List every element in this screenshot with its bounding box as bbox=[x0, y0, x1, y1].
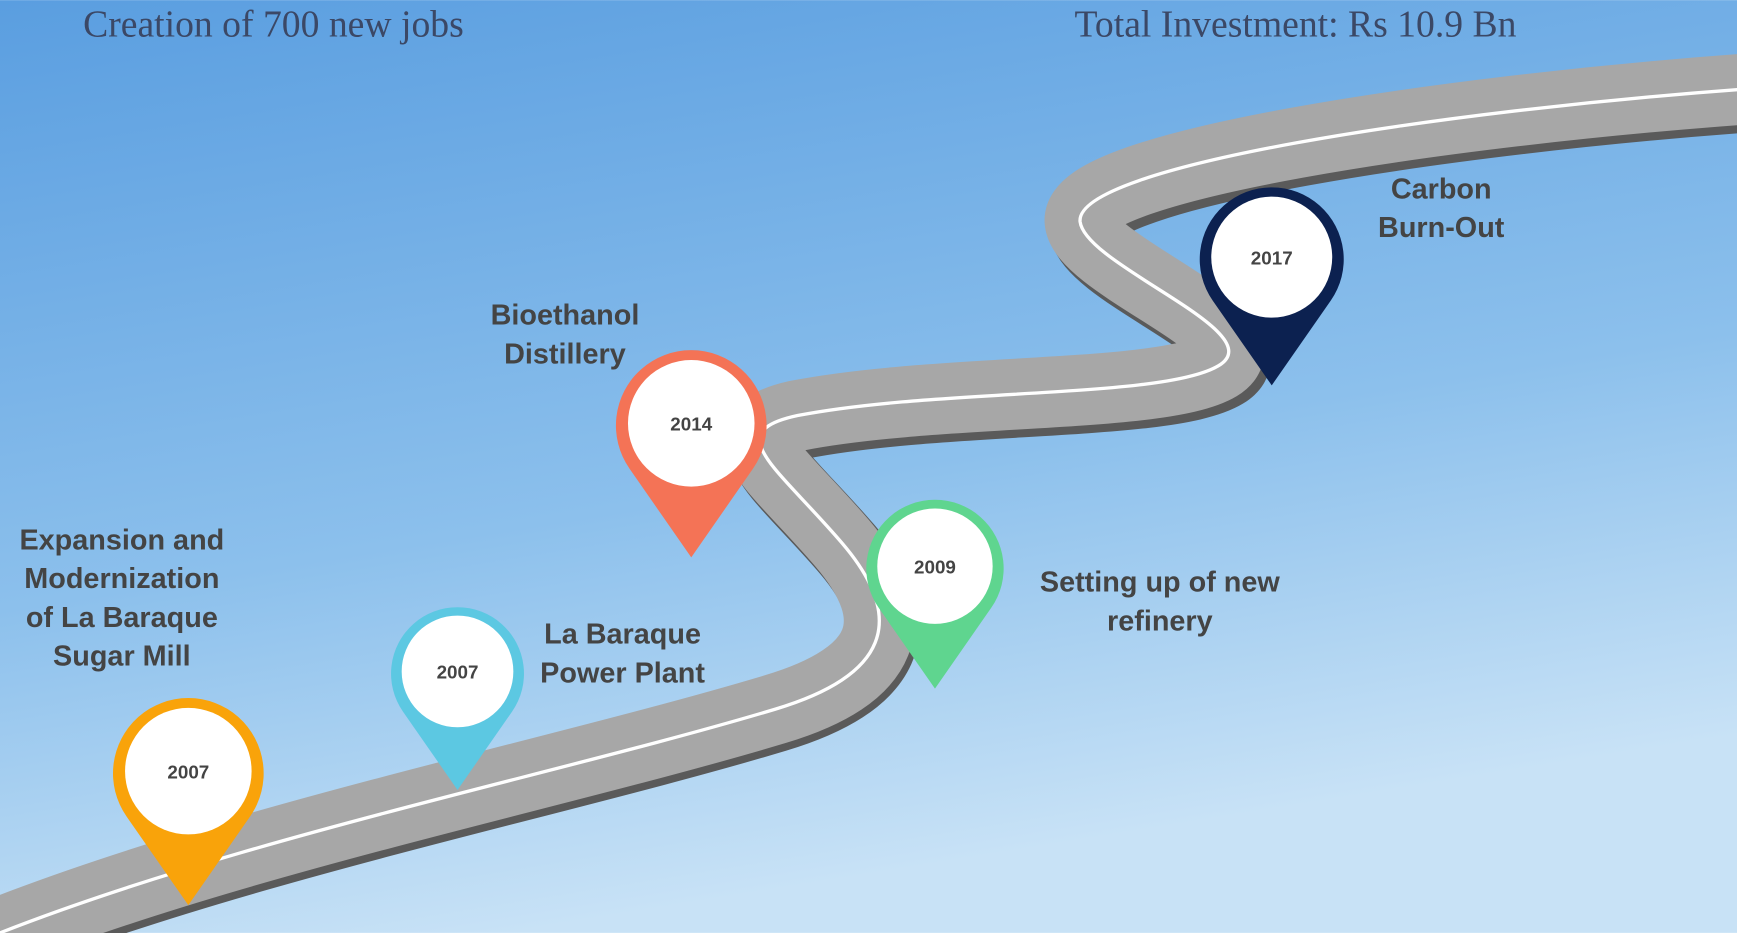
milestone-label: of La Baraque bbox=[26, 602, 218, 634]
milestone-year: 2009 bbox=[914, 556, 956, 577]
pin-center bbox=[627, 360, 755, 487]
milestone-label: refinery bbox=[1107, 605, 1213, 637]
pin-center bbox=[877, 508, 993, 624]
header-right: Total Investment: Rs 10.9 Bn bbox=[1075, 3, 1517, 45]
milestone-label: Burn-Out bbox=[1378, 212, 1505, 244]
milestone-label: Power Plant bbox=[540, 657, 705, 689]
header-left: Creation of 700 new jobs bbox=[83, 3, 464, 45]
milestones: 2007 Expansion and Modernization of La Bara… bbox=[19, 173, 1505, 906]
milestone-label: Bioethanol bbox=[491, 300, 640, 332]
milestone-label: Expansion and bbox=[19, 524, 224, 556]
milestone-year: 2014 bbox=[670, 413, 712, 434]
pin-center bbox=[125, 707, 252, 835]
milestone-year: 2007 bbox=[437, 662, 479, 683]
pin-center bbox=[1211, 196, 1333, 318]
milestone-label: Sugar Mill bbox=[53, 641, 191, 673]
milestone-label: Setting up of new bbox=[1040, 567, 1281, 599]
milestone-label: La Baraque bbox=[544, 619, 701, 651]
milestone-year: 2007 bbox=[167, 761, 209, 782]
pin-center bbox=[401, 615, 514, 728]
milestone-label: Modernization bbox=[24, 563, 219, 595]
milestone-year: 2017 bbox=[1251, 247, 1293, 268]
milestone-label: Carbon bbox=[1391, 173, 1492, 205]
milestone-label: Distillery bbox=[504, 338, 626, 370]
road bbox=[0, 54, 1737, 933]
